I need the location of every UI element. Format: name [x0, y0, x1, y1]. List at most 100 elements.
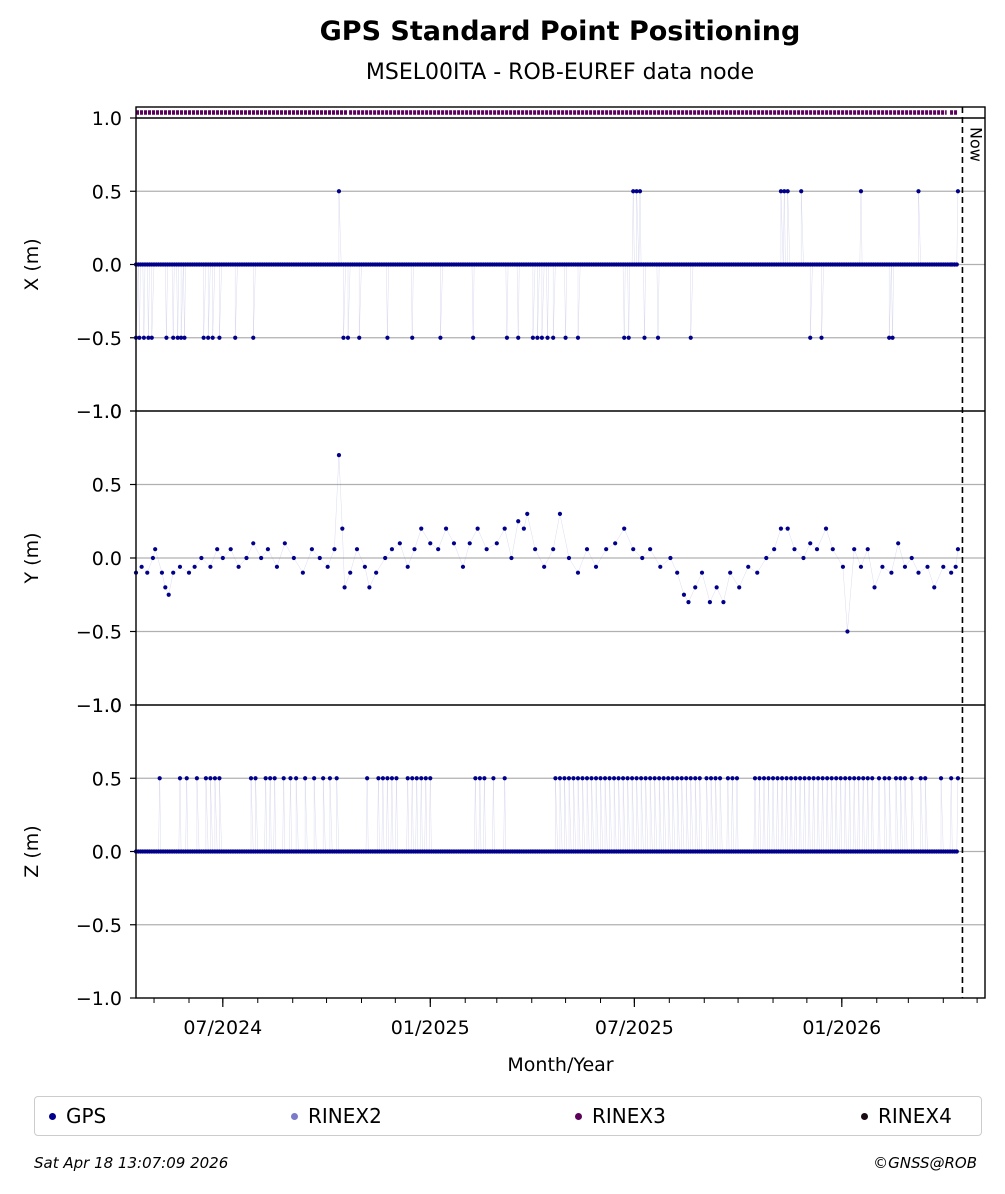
data-point — [784, 776, 789, 781]
data-point — [889, 570, 894, 575]
data-point — [233, 335, 238, 340]
data-point — [725, 776, 731, 781]
data-point — [584, 776, 590, 781]
y-tick-label: 0.0 — [92, 548, 122, 570]
data-point — [215, 547, 220, 552]
y-tick-label: −0.5 — [76, 622, 122, 644]
data-point — [336, 189, 342, 194]
data-point — [562, 776, 567, 781]
y-tick-label: 0.0 — [92, 842, 122, 864]
data-point — [785, 526, 790, 531]
data-point — [686, 600, 691, 605]
data-point — [199, 555, 204, 561]
data-point — [648, 547, 653, 552]
y-tick-label: 1.0 — [92, 108, 122, 130]
data-point — [383, 555, 388, 561]
data-point — [533, 547, 538, 552]
data-point — [551, 335, 556, 340]
data-point — [861, 776, 866, 781]
legend-label: RINEX2 — [308, 1104, 382, 1128]
data-point — [730, 776, 735, 781]
data-point — [652, 776, 657, 781]
data-point — [367, 585, 372, 590]
data-point — [438, 335, 443, 340]
data-point — [896, 541, 901, 546]
data-point — [268, 776, 273, 781]
data-point — [932, 585, 937, 590]
data-point — [201, 335, 206, 340]
y-tick-label: 1.0 — [92, 401, 122, 423]
data-point — [525, 511, 530, 516]
data-point — [389, 776, 395, 781]
data-point — [699, 570, 705, 575]
data-point — [655, 335, 661, 340]
data-point — [887, 776, 892, 781]
data-point — [208, 776, 213, 781]
data-point — [955, 547, 961, 552]
data-point — [728, 570, 733, 575]
data-point — [838, 776, 843, 781]
legend-item-gps: GPS — [49, 1104, 106, 1128]
data-point — [259, 555, 264, 561]
data-point — [668, 555, 673, 561]
data-point — [938, 776, 944, 781]
y-tick-label: 0.5 — [92, 475, 122, 497]
y-tick-label: 1.0 — [92, 695, 122, 717]
data-point — [192, 564, 197, 569]
data-point — [253, 776, 258, 781]
data-point — [778, 189, 784, 194]
data-point — [491, 776, 496, 781]
data-point — [473, 776, 478, 781]
data-point — [954, 262, 959, 267]
data-point — [648, 776, 653, 781]
y-axis-label: X (m) — [21, 238, 43, 290]
y-axis-label: Z (m) — [21, 825, 43, 877]
data-point — [819, 335, 824, 340]
data-point — [775, 776, 780, 781]
data-point — [721, 600, 726, 605]
data-point — [374, 570, 379, 575]
data-point — [443, 526, 449, 531]
data-point — [345, 335, 351, 340]
data-point — [829, 776, 834, 781]
data-point — [571, 776, 576, 781]
data-point — [589, 776, 594, 781]
data-point — [288, 776, 293, 781]
data-point — [870, 776, 875, 781]
data-point — [872, 585, 877, 590]
data-point — [887, 335, 892, 340]
data-point — [141, 335, 146, 340]
data-point — [629, 776, 635, 781]
data-point — [746, 564, 751, 569]
data-point — [658, 564, 663, 569]
data-point — [220, 555, 225, 561]
data-point — [175, 335, 180, 340]
data-point — [847, 776, 852, 781]
data-point — [717, 776, 723, 781]
data-point — [236, 564, 241, 569]
legend-label: RINEX4 — [878, 1104, 952, 1128]
footer-timestamp: Sat Apr 18 13:07:09 2026 — [34, 1154, 229, 1172]
data-point — [713, 776, 718, 781]
data-point — [281, 776, 286, 781]
data-point — [693, 585, 698, 590]
data-point — [898, 776, 903, 781]
data-point — [785, 189, 790, 194]
data-point — [327, 776, 333, 781]
data-point — [484, 547, 489, 552]
data-point — [428, 541, 433, 546]
data-point — [186, 570, 192, 575]
data-point — [263, 776, 268, 781]
data-point — [865, 547, 870, 552]
data-point — [502, 776, 507, 781]
data-point — [634, 189, 639, 194]
data-point — [593, 776, 599, 781]
y-tick-label: −1.0 — [76, 988, 122, 1010]
data-point — [681, 592, 687, 597]
data-point — [414, 776, 419, 781]
panel-y: −1.0 −0.5 0.0 0.5 1.0 Y (m) — [21, 401, 985, 717]
data-point — [184, 776, 189, 781]
data-point — [893, 776, 899, 781]
data-point — [625, 776, 630, 781]
data-point — [380, 776, 386, 781]
